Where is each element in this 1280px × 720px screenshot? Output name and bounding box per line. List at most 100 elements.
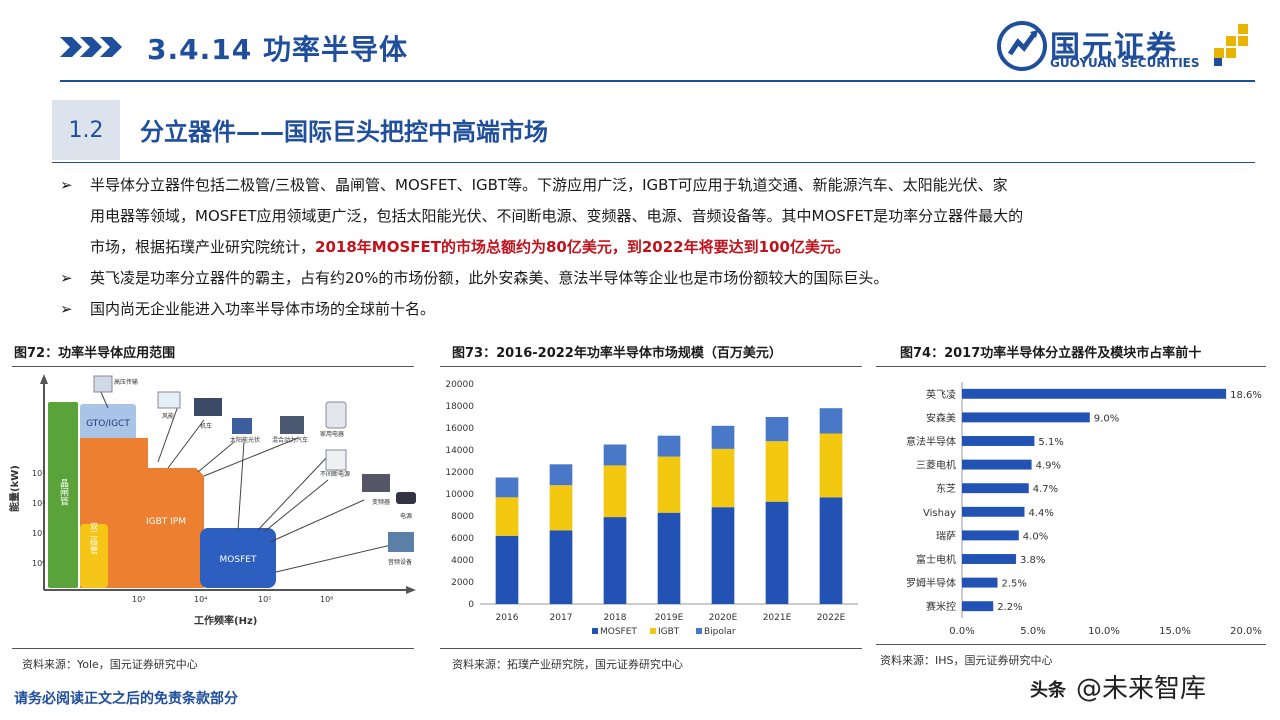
bullet-item: ➢ 半导体分立器件包括二极管/三极管、晶闸管、MOSFET、IGBT等。下游应用… — [60, 172, 1210, 261]
bar — [962, 459, 1032, 470]
bar — [962, 388, 1227, 399]
x-tick-label: 5.0% — [1020, 626, 1045, 637]
subsection-title: 分立器件——国际巨头把控中高端市场 — [140, 118, 548, 146]
x-tick-label: 2022E — [817, 613, 846, 623]
x-tick-label: 2016 — [496, 613, 519, 623]
x-tick-label: 10.0% — [1088, 626, 1120, 637]
hybrid-car-icon — [280, 416, 304, 434]
app-label: 混合动力汽车 — [272, 436, 308, 444]
x-tick-label: 2021E — [763, 613, 792, 623]
logo-text-cn: 国元证券 — [1050, 30, 1178, 65]
bullet-list: ➢ 半导体分立器件包括二极管/三极管、晶闸管、MOSFET、IGBT等。下游应用… — [60, 172, 1210, 323]
value-label: 4.7% — [1033, 484, 1058, 495]
region-mosfet-label: MOSFET — [220, 555, 257, 565]
x-arrow-icon — [406, 586, 416, 594]
y-tick-label: 6000 — [451, 534, 474, 544]
y-tick-label: 10000 — [445, 490, 474, 500]
category-label: Vishay — [923, 508, 956, 519]
bar-segment-mosfet — [549, 530, 573, 604]
bar-segment-mosfet — [711, 507, 735, 604]
region-bipolar — [80, 524, 108, 588]
region-thyristor — [48, 402, 78, 588]
arrow-bullet-icon: ➢ — [60, 176, 73, 194]
value-label: 5.1% — [1038, 437, 1063, 448]
legend-swatch — [592, 628, 598, 634]
category-label: 三菱电机 — [916, 459, 956, 472]
x-tick: 10⁴ — [194, 595, 207, 604]
bullet-line: 半导体分立器件包括二极管/三极管、晶闸管、MOSFET、IGBT等。下游应用广泛… — [90, 176, 1008, 194]
figure-74-title: 图74：2017功率半导体分立器件及模块市占率前十 — [900, 346, 1202, 361]
bar-segment-igbt — [657, 456, 681, 513]
x-tick: 10⁶ — [320, 595, 333, 604]
y-axis-label: 能量(kW) — [8, 465, 21, 512]
bar — [962, 601, 994, 612]
audio-device-icon — [388, 532, 414, 552]
logo-emblem-icon — [997, 21, 1047, 71]
bar-segment-igbt — [711, 448, 735, 508]
x-axis-label: 工作频率(Hz) — [194, 614, 257, 627]
x-tick-label: 20.0% — [1230, 626, 1262, 637]
bar — [962, 506, 1025, 517]
bar-segment-mosfet — [657, 512, 681, 604]
figure-74-rule — [876, 366, 1266, 367]
value-label: 2.5% — [1002, 579, 1027, 590]
bar — [962, 436, 1035, 446]
subsection-number: 1.2 — [52, 100, 120, 160]
value-label: 4.0% — [1023, 531, 1048, 542]
bar-segment-bipolar — [819, 408, 843, 434]
app-label: 高压传输 — [114, 378, 138, 386]
y-tick-label: 8000 — [451, 512, 474, 522]
category-label: 赛米控 — [926, 600, 956, 613]
region-gto-label: GTO/IGCT — [86, 419, 130, 429]
logo-squares-icon — [1214, 24, 1248, 66]
y-tick-label: 0 — [468, 600, 474, 610]
region-igbt — [80, 438, 204, 588]
section-title: 3.4.14 功率半导体 — [147, 33, 408, 66]
arrow-bullet-icon: ➢ — [60, 300, 73, 318]
region-mosfet — [200, 528, 276, 588]
category-label: 意法半导体 — [906, 435, 956, 448]
page-header: 3.4.14 功率半导体 国元证券 GUOYUAN SECURITIES — [0, 0, 1280, 90]
value-label: 2.2% — [997, 602, 1022, 613]
watermark-brand: 头条 — [1030, 680, 1066, 701]
watermark-text: @未来智库 — [1076, 674, 1207, 704]
y-tick-label: 2000 — [451, 578, 474, 588]
figure-73-bottom-rule — [440, 648, 862, 649]
logo-text-en: GUOYUAN SECURITIES — [1050, 56, 1200, 70]
figure-74-chart: 英飞凌 18.6% 安森美 9.0% 意法半导体 5.1% 三菱电机 4.9% 东芝 4.7% Vi… — [874, 372, 1274, 644]
app-label: 不间断电源 — [320, 470, 350, 478]
bullet-text: 国内尚无企业能进入功率半导体市场的全球前十名。 — [90, 300, 436, 318]
bar-segment-igbt — [495, 497, 519, 536]
x-tick: 10³ — [132, 595, 145, 604]
y-tick-label: 20000 — [445, 380, 474, 390]
bar — [962, 412, 1090, 423]
y-tick: 10⁰ — [32, 559, 45, 568]
value-label: 18.6% — [1230, 390, 1262, 401]
figure-74-source: 资料来源：IHS，国元证券研究中心 — [880, 654, 1053, 667]
app-label: 变频器 — [372, 498, 390, 506]
figure-72-diagram: 能量(kW) 10³ 10² 10¹ 10⁰ 10³ 10⁴ 10⁵ 10⁶ 工… — [8, 372, 418, 642]
application-images: 高压传输 风能 机车 太阳能光伏 混合动力汽车 家用电器 不间断电源 变频器 电… — [93, 375, 416, 566]
app-label: 机车 — [200, 422, 212, 430]
company-logo: 国元证券 GUOYUAN SECURITIES — [996, 20, 1256, 76]
figure-72-bottom-rule — [12, 648, 414, 649]
figure-72-rule — [12, 366, 414, 367]
app-label: 音频设备 — [388, 558, 412, 566]
power-supply-icon — [396, 492, 416, 504]
solar-panel-icon — [232, 418, 252, 434]
bullet-text: 英飞凌是功率分立器件的霸主，占有约20%的市场份额，此外安森美、意法半导体等企业… — [90, 269, 889, 287]
value-label: 4.9% — [1036, 461, 1061, 472]
disclaimer-text: 请务必阅读正文之后的免责条款部分 — [14, 691, 238, 707]
bar-segment-mosfet — [603, 517, 627, 604]
figure-74-bottom-rule — [876, 644, 1266, 645]
bar-segment-igbt — [819, 433, 843, 498]
category-label: 英飞凌 — [926, 388, 956, 401]
ups-icon — [325, 449, 347, 471]
y-tick-label: 16000 — [445, 424, 474, 434]
category-label: 罗姆半导体 — [906, 577, 956, 590]
bar-segment-mosfet — [765, 501, 789, 604]
region-bipolar-label: 双二极管 — [90, 522, 99, 555]
home-appliance-icon — [325, 401, 347, 429]
figure-73-source: 资料来源：拓璞产业研究院，国元证券研究中心 — [452, 658, 683, 671]
subsection-divider — [52, 162, 1255, 163]
